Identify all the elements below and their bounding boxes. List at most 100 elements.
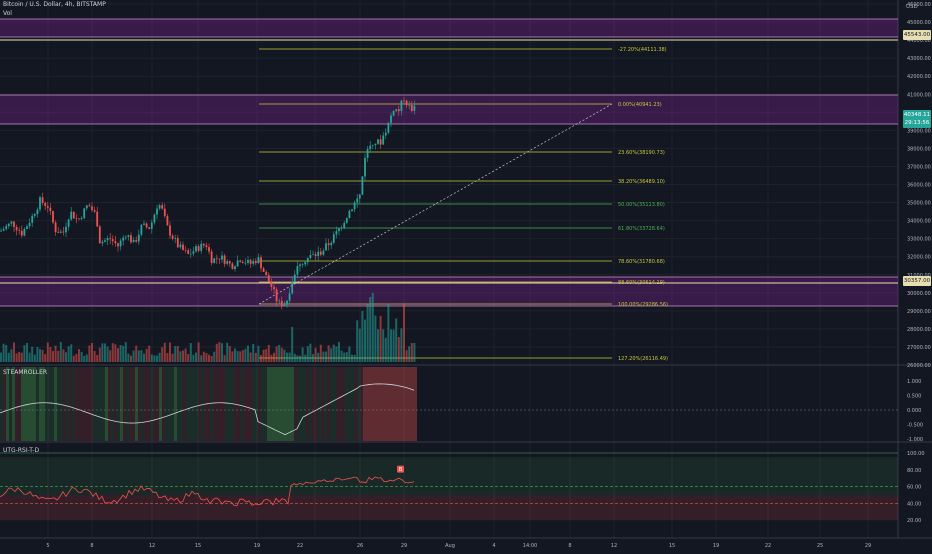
rsi-axis-label: 40.00 — [907, 501, 921, 507]
steamroller-bar — [51, 367, 54, 441]
steamroller-bar — [174, 367, 177, 441]
steamroller-bar — [351, 367, 354, 441]
fib-level-label: 100.00%(29286.56) — [618, 302, 668, 308]
steamroller-bar — [162, 367, 165, 441]
steamroller-bar — [177, 367, 180, 441]
steamroller-bar — [312, 367, 315, 441]
volume-bar — [348, 346, 351, 362]
steamroller-bar — [201, 367, 204, 441]
steamroller-bar — [6, 367, 9, 441]
price-axis-label: 44000.00 — [907, 38, 931, 44]
steamroller-bar — [357, 367, 360, 441]
price-tag-zone-bottom: 30357.00 — [903, 276, 931, 286]
price-axis-label: 28000.00 — [907, 327, 931, 333]
candle-body — [117, 243, 119, 247]
price-tag-text: 40348.11 — [903, 112, 931, 118]
symbol-title[interactable]: Bitcoin / U.S. Dollar, 4h, BITSTAMP — [3, 1, 106, 8]
candle-body — [13, 221, 15, 228]
steamroller-bar — [198, 367, 201, 441]
volume-bar — [195, 352, 197, 362]
volume-bar — [88, 345, 91, 362]
volume-bar — [413, 342, 416, 362]
candle-body — [353, 202, 356, 210]
volume-bar — [241, 350, 244, 362]
price-tag-last: 40348.11 — [903, 110, 931, 120]
candle-body — [75, 218, 78, 219]
steamroller-bar — [279, 367, 282, 441]
candle-body — [171, 235, 174, 239]
steamroller-bar — [309, 367, 312, 441]
candle-body — [301, 264, 304, 265]
volume-bar — [182, 350, 184, 362]
volume-bar — [257, 345, 260, 362]
candle-body — [200, 243, 203, 251]
candle-body — [83, 208, 86, 219]
candle-body — [197, 246, 200, 251]
steamroller-bar — [165, 367, 168, 441]
fib-level-label: 61.80%(33728.64) — [618, 226, 665, 232]
volume-bar — [330, 348, 333, 362]
steamroller-bar — [120, 367, 123, 441]
rsi-axis-label: 20.00 — [907, 518, 921, 524]
steamroller-bar — [150, 367, 153, 441]
candle-body — [78, 218, 80, 220]
volume-bar — [236, 351, 239, 362]
candle-body — [335, 231, 338, 235]
volume-label[interactable]: Vol — [3, 10, 12, 17]
candle-body — [379, 139, 382, 145]
zone-mid — [0, 95, 898, 124]
volume-bar — [374, 315, 377, 362]
volume-bar — [10, 349, 13, 362]
candle-body — [210, 251, 213, 264]
candle-body — [59, 231, 62, 233]
steamroller-bar — [111, 367, 114, 441]
steamroller-bar — [414, 367, 417, 441]
candle-body — [228, 261, 231, 264]
volume-bar — [85, 354, 88, 362]
volume-bar — [176, 346, 179, 362]
volume-bar — [205, 352, 208, 362]
time-axis-label: 5 — [46, 543, 49, 549]
price-axis-label: 26000.00 — [907, 363, 931, 369]
volume-bar — [390, 329, 392, 362]
volume-bar — [231, 351, 234, 362]
candle-body — [101, 241, 104, 244]
volume-bar — [286, 352, 288, 362]
steamroller-bar — [183, 367, 186, 441]
steamroller-bar — [390, 367, 393, 441]
steamroller-bar — [321, 367, 324, 441]
candle-body — [223, 255, 226, 264]
steamroller-bar — [33, 367, 36, 441]
candle-body — [176, 238, 179, 248]
volume-bar — [163, 342, 166, 362]
steamroller-bar — [258, 367, 261, 441]
rsi-title[interactable]: UTG-RSI-T-D — [3, 447, 40, 454]
steamroller-bar — [0, 367, 3, 441]
candle-body — [361, 176, 364, 195]
candle-body — [182, 244, 184, 250]
volume-bar — [395, 318, 398, 362]
volume-bar — [70, 344, 73, 362]
steamroller-title[interactable]: STEAMROLLER — [3, 369, 48, 376]
time-axis-label: 15 — [669, 543, 675, 549]
price-tag-zone-top: 45543.00 — [903, 30, 931, 40]
steamroller-bar — [330, 367, 333, 441]
candle-body — [234, 266, 236, 270]
volume-bar — [57, 350, 60, 362]
time-axis-label: 8 — [90, 543, 93, 549]
price-tag-text: 29:13:56 — [904, 120, 930, 126]
steamroller-bar — [105, 367, 108, 441]
volume-bar — [234, 348, 236, 362]
candle-body — [351, 209, 353, 211]
volume-bar — [78, 349, 80, 362]
steamroller-bar — [288, 367, 291, 441]
steamroller-bar — [381, 367, 384, 441]
volume-bar — [52, 350, 54, 362]
candle-body — [278, 300, 281, 302]
volume-bar — [135, 345, 138, 362]
price-axis-label: 34000.00 — [907, 219, 931, 225]
candle-body — [327, 243, 330, 246]
volume-bar — [403, 303, 405, 362]
steamroller-bar — [153, 367, 156, 441]
